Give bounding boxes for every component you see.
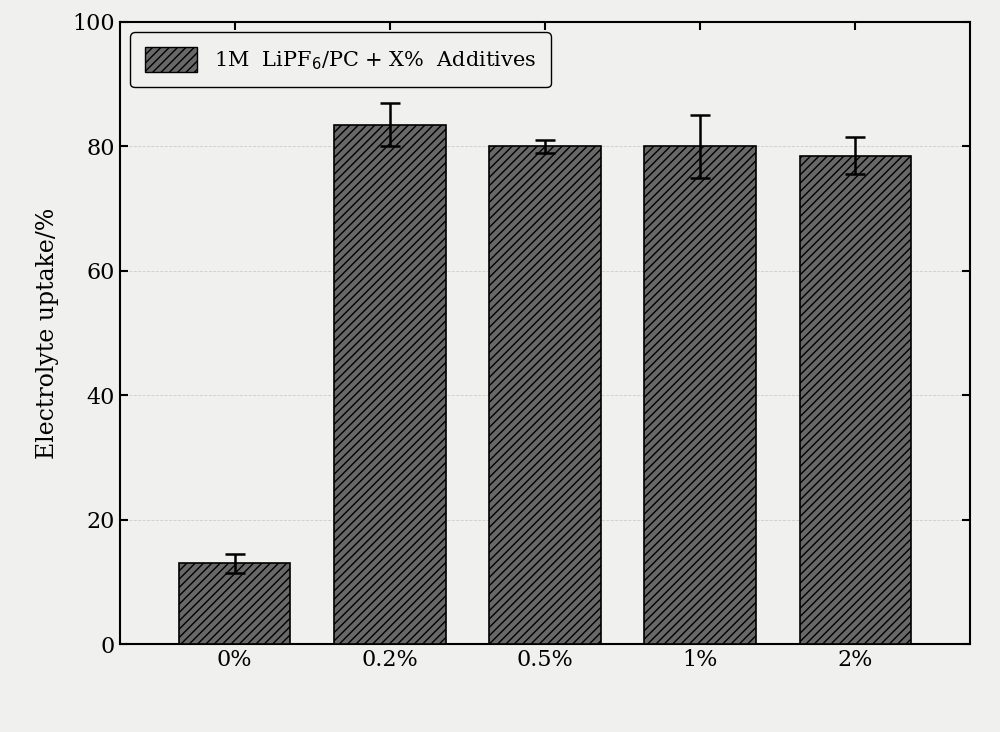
- Bar: [489, 146, 601, 644]
- Bar: [179, 564, 290, 644]
- Y-axis label: Electrolyte uptake/%: Electrolyte uptake/%: [36, 207, 59, 459]
- Bar: [644, 146, 756, 644]
- Bar: [334, 124, 446, 644]
- Bar: [800, 156, 911, 644]
- Legend: 1M  LiPF$_6$/PC + X%  Additives: 1M LiPF$_6$/PC + X% Additives: [130, 32, 551, 87]
